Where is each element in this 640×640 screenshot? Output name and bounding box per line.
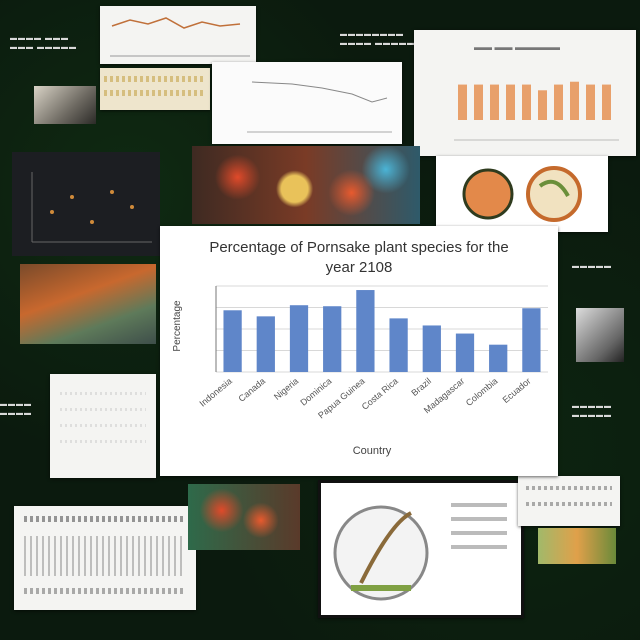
thumbnail-bar-svg: ▬▬ ▬▬ ▬▬▬▬▬ xyxy=(454,42,619,141)
chart-bar xyxy=(356,290,375,372)
thumbnail-line-chart xyxy=(100,6,256,64)
chart-bar xyxy=(256,316,275,372)
thumbnail-diagram-svg xyxy=(333,503,507,601)
thumbnail-bar xyxy=(554,84,563,120)
thumbnail-bar-chart: ▬▬ ▬▬ ▬▬▬▬▬ xyxy=(414,30,636,156)
thumbnail-line-svg xyxy=(110,17,250,57)
blurred-label-2: ▬▬▬▬▬▬▬▬ ▬▬▬▬ ▬▬▬▬▬ xyxy=(340,31,415,47)
blurred-label-4: ▬▬▬▬▬ ▬▬▬▬▬ xyxy=(572,403,612,419)
chart-bar xyxy=(389,318,408,372)
thumbnail-circles-svg xyxy=(462,166,582,222)
main-chart-card: Percentage of Pornsake plant species for… xyxy=(160,226,558,476)
chart-bars xyxy=(223,290,541,372)
chart-tick-label: Nigeria xyxy=(272,376,300,402)
thumbnail-bar xyxy=(538,90,547,120)
blurred-label-5: ▬▬▬▬ ▬▬▬▬ xyxy=(0,401,32,417)
blurred-label-3: ▬▬▬▬▬ xyxy=(572,263,612,270)
chart-title-line-1: Percentage of Pornsake plant species for… xyxy=(209,239,508,256)
chart-tick-label: Canada xyxy=(237,376,268,404)
chart-tick-label: Indonesia xyxy=(198,376,234,409)
thumbnail-scatter-svg xyxy=(31,172,152,243)
chart-bar xyxy=(223,310,242,372)
thumbnail-line-svg-2 xyxy=(247,81,392,133)
thumbnail-title: ▬▬ ▬▬ ▬▬▬▬▬ xyxy=(474,42,560,52)
chart-tick-label: Ecuador xyxy=(501,376,533,405)
chart-y-axis-label: Percentage xyxy=(172,300,183,352)
chart-bar xyxy=(289,305,309,372)
thumbnail-bar xyxy=(570,81,579,120)
chart-bar xyxy=(422,325,441,372)
thumbnail-bar xyxy=(586,84,595,120)
main-chart-svg: Percentage of Pornsake plant species for… xyxy=(172,239,548,457)
chart-tick-label: Colombia xyxy=(464,376,500,408)
chart-tick-label: Costa Rica xyxy=(360,376,400,412)
chart-bar xyxy=(323,306,342,372)
thumbnail-bar xyxy=(522,84,531,120)
collage-photo xyxy=(34,86,96,124)
thumbnail-diagram xyxy=(318,480,524,618)
chart-x-axis-label: Country xyxy=(353,445,392,457)
thumbnail-bar xyxy=(474,84,483,120)
thumbnail-card-right xyxy=(518,476,620,526)
chart-bar xyxy=(522,308,541,372)
thumbnail-bar xyxy=(602,84,611,120)
collage-photo-small xyxy=(576,308,624,362)
thumbnail-scatter-dark xyxy=(12,152,160,256)
blurred-label: ▬▬▬▬ ▬▬▬ ▬▬▬ ▬▬▬▬▬ xyxy=(10,35,77,51)
collage-photo-bottom-right xyxy=(538,528,616,564)
thumbnail-document xyxy=(14,506,196,610)
thumbnail-table xyxy=(100,68,210,110)
thumbnail-bar xyxy=(458,84,467,120)
chart-title-line-2: year 2108 xyxy=(326,259,393,276)
chart-tick-label: Brazil xyxy=(409,376,433,398)
thumbnail-bar xyxy=(506,84,515,120)
thumbnail-circles xyxy=(436,156,608,232)
collage-photo-flower xyxy=(188,484,300,550)
collage-photo-colorful xyxy=(192,146,420,224)
thumbnail-bar xyxy=(490,84,499,120)
chart-bar xyxy=(489,344,508,372)
collage-photo-fibers xyxy=(20,264,156,344)
thumbnail-table-2 xyxy=(50,374,156,478)
chart-bar xyxy=(455,333,475,372)
thumbnail-line-chart-2 xyxy=(212,62,402,144)
